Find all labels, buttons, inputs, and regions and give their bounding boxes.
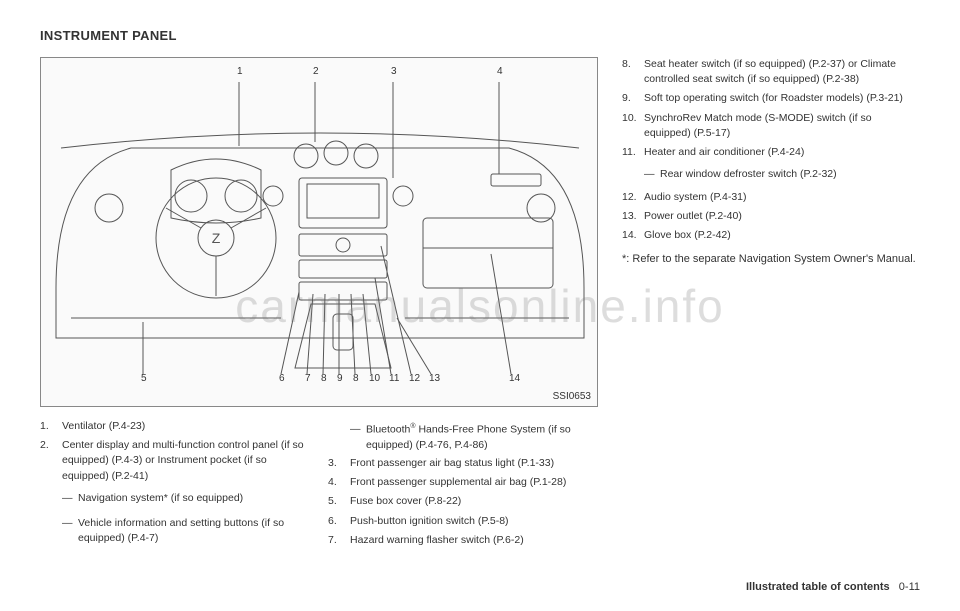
list-number: 12. (622, 190, 644, 205)
list-item: 9.Soft top operating switch (for Roadste… (622, 91, 920, 106)
list-item: 8.Seat heater switch (if so equipped) (P… (622, 57, 920, 87)
list-subitem: —Bluetooth® Hands-Free Phone System (if … (350, 422, 598, 453)
list-number: 6. (328, 514, 350, 529)
figure-box: 1234 Z (40, 57, 598, 407)
list-text: Front passenger air bag status light (P.… (350, 456, 598, 471)
list-text: Seat heater switch (if so equipped) (P.2… (644, 57, 920, 87)
list-text: Ventilator (P.4-23) (62, 419, 310, 434)
callout-number: 3 (391, 66, 397, 77)
list-number: 5. (328, 494, 350, 509)
list-text: Front passenger supplemental air bag (P.… (350, 475, 598, 490)
callout-number: 14 (509, 373, 520, 384)
list-subitem: —Navigation system* (if so equipped) (40, 488, 310, 509)
list-item: 13.Power outlet (P.2-40) (622, 209, 920, 224)
list-subtext: Rear window defroster switch (P.2-32) (660, 167, 837, 182)
callout-number: 7 (305, 373, 311, 384)
list-number: 11. (622, 145, 644, 160)
list-number: 14. (622, 228, 644, 243)
list-item: 11.Heater and air conditioner (P.4-24) (622, 145, 920, 160)
callout-number: 8 (321, 373, 327, 384)
callout-number: 10 (369, 373, 380, 384)
list-subitem: —Rear window defroster switch (P.2-32) (622, 164, 920, 185)
list-item: 7.Hazard warning flasher switch (P.6-2) (328, 533, 598, 548)
callout-number: 2 (313, 66, 319, 77)
below-left-col: 1.Ventilator (P.4-23)2.Center display an… (40, 419, 310, 554)
page-footer: Illustrated table of contents 0-11 (746, 581, 920, 593)
callout-number: 9 (337, 373, 343, 384)
list-number: 1. (40, 419, 62, 434)
list-text: Hazard warning flasher switch (P.6-2) (350, 533, 598, 548)
svg-text:Z: Z (212, 230, 221, 246)
list-text: Push-button ignition switch (P.5-8) (350, 514, 598, 529)
callout-number: 8 (353, 373, 359, 384)
list-subtext: Navigation system* (if so equipped) (78, 491, 243, 506)
list-number: 3. (328, 456, 350, 471)
list-number: 10. (622, 111, 644, 141)
dash-icon: — (350, 422, 366, 453)
list-text: Heater and air conditioner (P.4-24) (644, 145, 920, 160)
list-text: Glove box (P.2-42) (644, 228, 920, 243)
callout-number: 13 (429, 373, 440, 384)
list-number: 9. (622, 91, 644, 106)
list-number: 4. (328, 475, 350, 490)
list-subtext: Vehicle information and setting buttons … (78, 516, 310, 546)
list-text: Fuse box cover (P.8-22) (350, 494, 598, 509)
dashboard-illustration: Z (51, 78, 589, 378)
list-subtext: Bluetooth® Hands-Free Phone System (if s… (366, 422, 598, 453)
list-item: 10.SynchroRev Match mode (S-MODE) switch… (622, 111, 920, 141)
list-item: 3.Front passenger air bag status light (… (328, 456, 598, 471)
list-item: 14.Glove box (P.2-42) (622, 228, 920, 243)
callout-number: 11 (389, 373, 399, 384)
list-number: 2. (40, 438, 62, 484)
list-item: 12.Audio system (P.4-31) (622, 190, 920, 205)
list-item: 1.Ventilator (P.4-23) (40, 419, 310, 434)
below-right-col: —Bluetooth® Hands-Free Phone System (if … (328, 419, 598, 554)
figure-code: SSI0653 (553, 391, 591, 402)
left-column: 1234 Z (40, 57, 598, 554)
list-number: 13. (622, 209, 644, 224)
list-text: Soft top operating switch (for Roadster … (644, 91, 920, 106)
footer-section: Illustrated table of contents (746, 581, 890, 593)
dash-icon: — (62, 516, 78, 546)
list-text: Center display and multi-function contro… (62, 438, 310, 484)
list-subitem: —Vehicle information and setting buttons… (40, 513, 310, 549)
callout-number: 1 (237, 66, 243, 77)
list-number: 7. (328, 533, 350, 548)
list-item: 4.Front passenger supplemental air bag (… (328, 475, 598, 490)
list-number: 8. (622, 57, 644, 87)
content-row: 1234 Z (40, 57, 920, 554)
below-figure-columns: 1.Ventilator (P.4-23)2.Center display an… (40, 419, 598, 554)
list-item: 2.Center display and multi-function cont… (40, 438, 310, 484)
right-column: 8.Seat heater switch (if so equipped) (P… (622, 57, 920, 554)
list-text: SynchroRev Match mode (S-MODE) switch (i… (644, 111, 920, 141)
dash-icon: — (644, 167, 660, 182)
list-text: Audio system (P.4-31) (644, 190, 920, 205)
callout-number: 4 (497, 66, 503, 77)
footnote: *: Refer to the separate Navigation Syst… (622, 251, 920, 268)
list-text: Power outlet (P.2-40) (644, 209, 920, 224)
list-item: 5.Fuse box cover (P.8-22) (328, 494, 598, 509)
page-title: INSTRUMENT PANEL (40, 28, 920, 43)
callout-number: 6 (279, 373, 285, 384)
callout-number: 5 (141, 373, 147, 384)
dash-icon: — (62, 491, 78, 506)
list-item: 6.Push-button ignition switch (P.5-8) (328, 514, 598, 529)
footer-page: 0-11 (899, 581, 920, 593)
callout-number: 12 (409, 373, 420, 384)
